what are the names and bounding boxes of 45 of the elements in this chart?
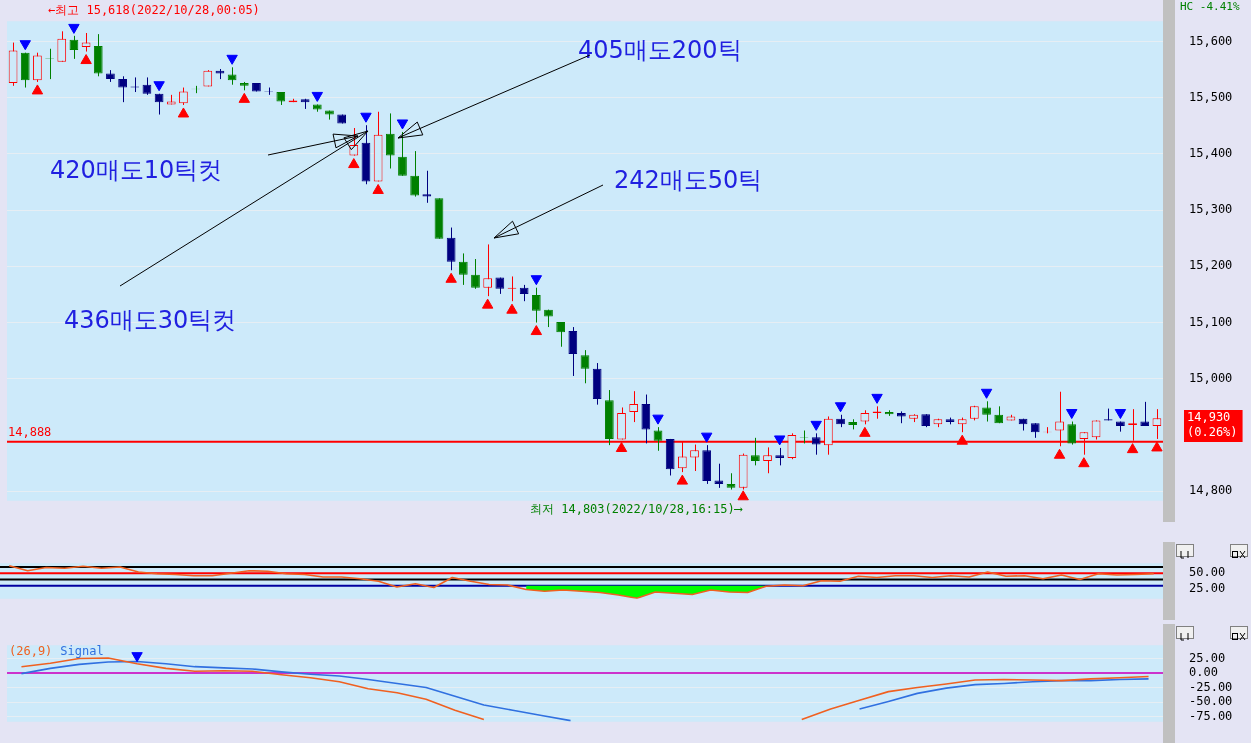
series-label: (26,9) [9,644,53,659]
candlestick [118,75,127,103]
ref-line-label: 14,888 [8,424,52,439]
annotation: 436매도30틱컷 [64,306,237,335]
y-tick-label: 14,800 [1189,483,1233,498]
candlestick [531,287,541,324]
y-tick-label: 50.00 [1189,565,1226,580]
candlestick [811,432,821,456]
candlestick [483,243,493,297]
y-tick-label: 15,100 [1189,314,1233,329]
candlestick [641,394,651,444]
y-tick-label: 0.00 [1189,665,1218,680]
candlestick [410,150,420,198]
y-tick-label: 15,300 [1189,202,1233,217]
annotation: 405매도200틱 [578,36,742,65]
candlestick [422,170,432,204]
text: 최저 14,803(2022/10/28,16:15)⟶ [530,502,743,517]
y-tick-label: 15,600 [1189,33,1233,48]
text: HC -4.41% [1180,0,1240,14]
candlestick [690,444,699,472]
y-tick-label: 15,200 [1189,258,1233,273]
text: 14,930 (0.26%) [1187,410,1238,440]
candlestick [763,446,772,474]
candlestick [1067,421,1077,446]
candlestick [398,131,407,177]
candlestick [385,112,395,170]
candlestick [33,52,42,83]
candlestick [982,400,991,423]
candlestick [750,437,760,466]
candlestick [446,227,456,271]
y-tick-label: 25.00 [1189,650,1226,665]
candlestick [568,326,578,377]
series-label: Signal [60,644,104,659]
y-tick-label: -25.00 [1189,679,1233,694]
text: ←최고 15,618(2022/10/28,00:05) [48,3,260,18]
candlestick [57,30,67,63]
y-tick-label: 25.00 [1189,580,1226,595]
y-tick-label: 15,500 [1189,89,1233,104]
y-tick-label: -75.00 [1189,708,1233,723]
y-tick-label: 15,000 [1189,370,1233,385]
annotation: 420매도10틱컷 [50,156,223,185]
candlestick [580,349,590,384]
y-tick-label: 15,400 [1189,146,1233,161]
annotation: 242매도50틱 [614,166,763,195]
y-tick-label: -50.00 [1189,694,1233,709]
